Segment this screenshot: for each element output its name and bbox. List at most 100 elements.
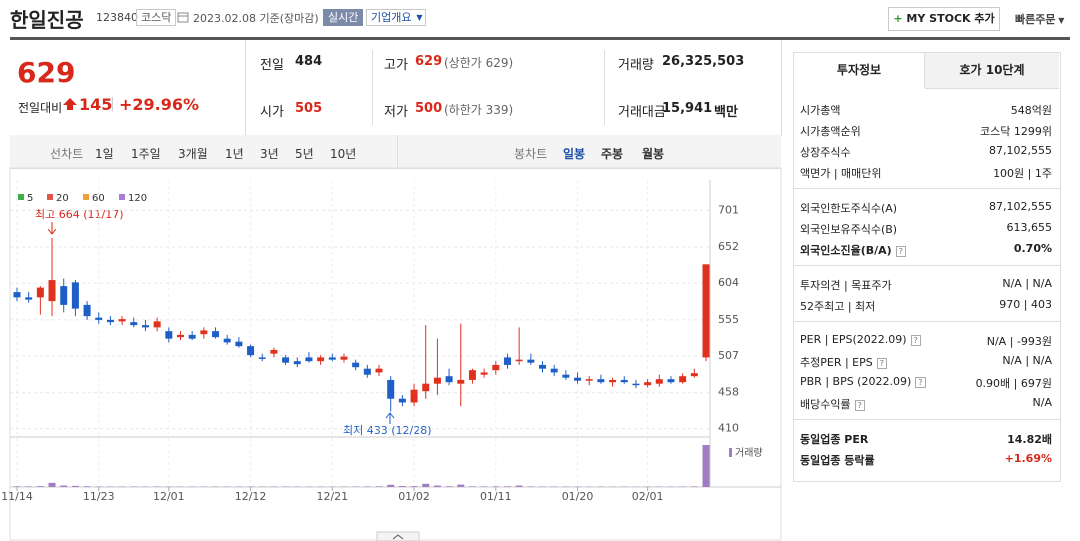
candle-body [305, 357, 313, 362]
x-tick-label: 11/23 [83, 490, 115, 503]
cell-value: 500 [415, 101, 443, 116]
candle-body [118, 319, 126, 322]
volume-legend-swatch [729, 448, 732, 457]
candle-body [445, 376, 453, 383]
legend-swatch [83, 194, 89, 200]
low-arrow [385, 412, 395, 424]
info-label: 시가총액순위 [800, 125, 861, 138]
info-value: N/A | N/A [1002, 277, 1052, 290]
y-tick-label: 458 [718, 386, 739, 399]
cell-value: 15,941 [662, 101, 713, 116]
period-tab[interactable]: 3개월 [178, 147, 208, 161]
period-tab[interactable]: 1주일 [131, 147, 161, 161]
candle-body [235, 341, 243, 347]
period-tab[interactable]: 월봉 [642, 147, 665, 161]
help-icon[interactable]: ? [895, 246, 906, 257]
chart: 최고 664 (11/17) 최저 433 (12/28) 거래량 701 652… [1, 167, 782, 541]
candle-body [200, 330, 208, 335]
candle-body [293, 361, 301, 365]
candle-body [620, 379, 628, 383]
x-tick-label: 01/02 [398, 490, 430, 503]
volume-bar [410, 486, 418, 487]
mystock-text: MY STOCK 추가 [906, 12, 995, 25]
quick-order-text: 빠른주문 [1015, 13, 1056, 26]
info-label: 외국인소진율(B/A)? [800, 242, 906, 258]
cell-note: (상한가 629) [444, 56, 514, 70]
help-icon[interactable]: ? [854, 400, 865, 411]
period-tab[interactable]: 1일 [95, 147, 114, 161]
candle-body [83, 304, 91, 317]
volume-bar [387, 484, 395, 487]
candle-body [690, 373, 698, 377]
y-tick-label: 555 [718, 313, 739, 326]
scroll-tab[interactable] [376, 531, 420, 541]
volume-bar [503, 486, 511, 487]
tab-group-label: 봉차트 [514, 147, 548, 161]
group-divider [794, 265, 1060, 266]
scroll-arrow [392, 534, 404, 540]
candle-body [433, 377, 441, 384]
volume-bar [363, 486, 371, 487]
dropdown-arrow: ▼ [416, 13, 423, 22]
quick-order[interactable]: 빠른주문 ▼ [1015, 11, 1064, 27]
candle-body [539, 364, 547, 369]
x-tick-label: 12/01 [153, 490, 185, 503]
volume-bar [25, 486, 33, 487]
candle-body [212, 331, 220, 338]
period-tab[interactable]: 일봉 [563, 147, 586, 161]
mystock-button[interactable]: + MY STOCK 추가 [888, 7, 1000, 31]
sidebar-tab[interactable]: 호가 10단계 [925, 53, 1059, 89]
stock-name: 한일진공 [10, 8, 84, 32]
info-label: 동일업종 등락률 [800, 454, 875, 467]
period-tab[interactable]: 3년 [260, 147, 279, 161]
cell-value: 484 [295, 54, 323, 69]
info-label: 52주최고 | 최저 [800, 300, 876, 313]
cell-label: 시가 [260, 105, 284, 120]
candle-body [223, 338, 231, 343]
x-tick-label: 12/12 [235, 490, 267, 503]
group-divider [794, 321, 1060, 322]
period-tab[interactable]: 10년 [330, 147, 357, 161]
info-value: 14.82배 [1007, 433, 1052, 446]
sidebar-tab-active[interactable]: 투자정보 [794, 53, 925, 88]
legend-swatch [47, 194, 53, 200]
info-value: 548억원 [1010, 104, 1052, 117]
cell-value: 26,325,503 [662, 54, 745, 69]
info-label: PBR | BPS (2022.09)? [800, 375, 926, 388]
candle-body [317, 357, 325, 362]
info-value: 87,102,555 [989, 200, 1052, 213]
candle-body [468, 370, 476, 380]
candle-body [71, 282, 79, 309]
cell-note: (하한가 339) [444, 103, 514, 117]
volume-bar [480, 486, 488, 487]
candle-body [188, 334, 196, 339]
period-tab[interactable]: 주봉 [601, 147, 624, 161]
info-value: 613,655 [1006, 221, 1053, 234]
candle-body [141, 325, 149, 328]
legend-swatch [18, 194, 24, 200]
company-info-button[interactable]: 기업개요 ▼ [366, 9, 427, 26]
header-rule [10, 37, 1070, 40]
volume-bar [527, 486, 535, 487]
candle-body [585, 379, 593, 381]
candle-body [340, 356, 348, 360]
period-tab[interactable]: 1년 [225, 147, 244, 161]
plus-icon: + [893, 12, 907, 25]
help-icon[interactable]: ? [876, 358, 887, 369]
candle-body [492, 364, 500, 371]
y-tick-label: 410 [718, 422, 739, 435]
period-tab[interactable]: 5년 [295, 147, 314, 161]
change-rate: +29.96% [119, 95, 200, 114]
help-icon[interactable]: ? [910, 335, 921, 346]
info-label: 추정PER | EPS? [800, 354, 887, 370]
info-value: 0.90배 | 697원 [975, 377, 1052, 390]
info-label: 상장주식수 [800, 146, 851, 159]
realtime-button[interactable]: 실시간 [323, 9, 364, 26]
divider [397, 135, 398, 168]
group-divider [794, 188, 1060, 189]
candle-body [597, 379, 605, 383]
info-label: 액면가 | 매매단위 [800, 167, 882, 180]
info-label: 동일업종 PER [800, 433, 869, 446]
help-icon[interactable]: ? [915, 377, 926, 388]
